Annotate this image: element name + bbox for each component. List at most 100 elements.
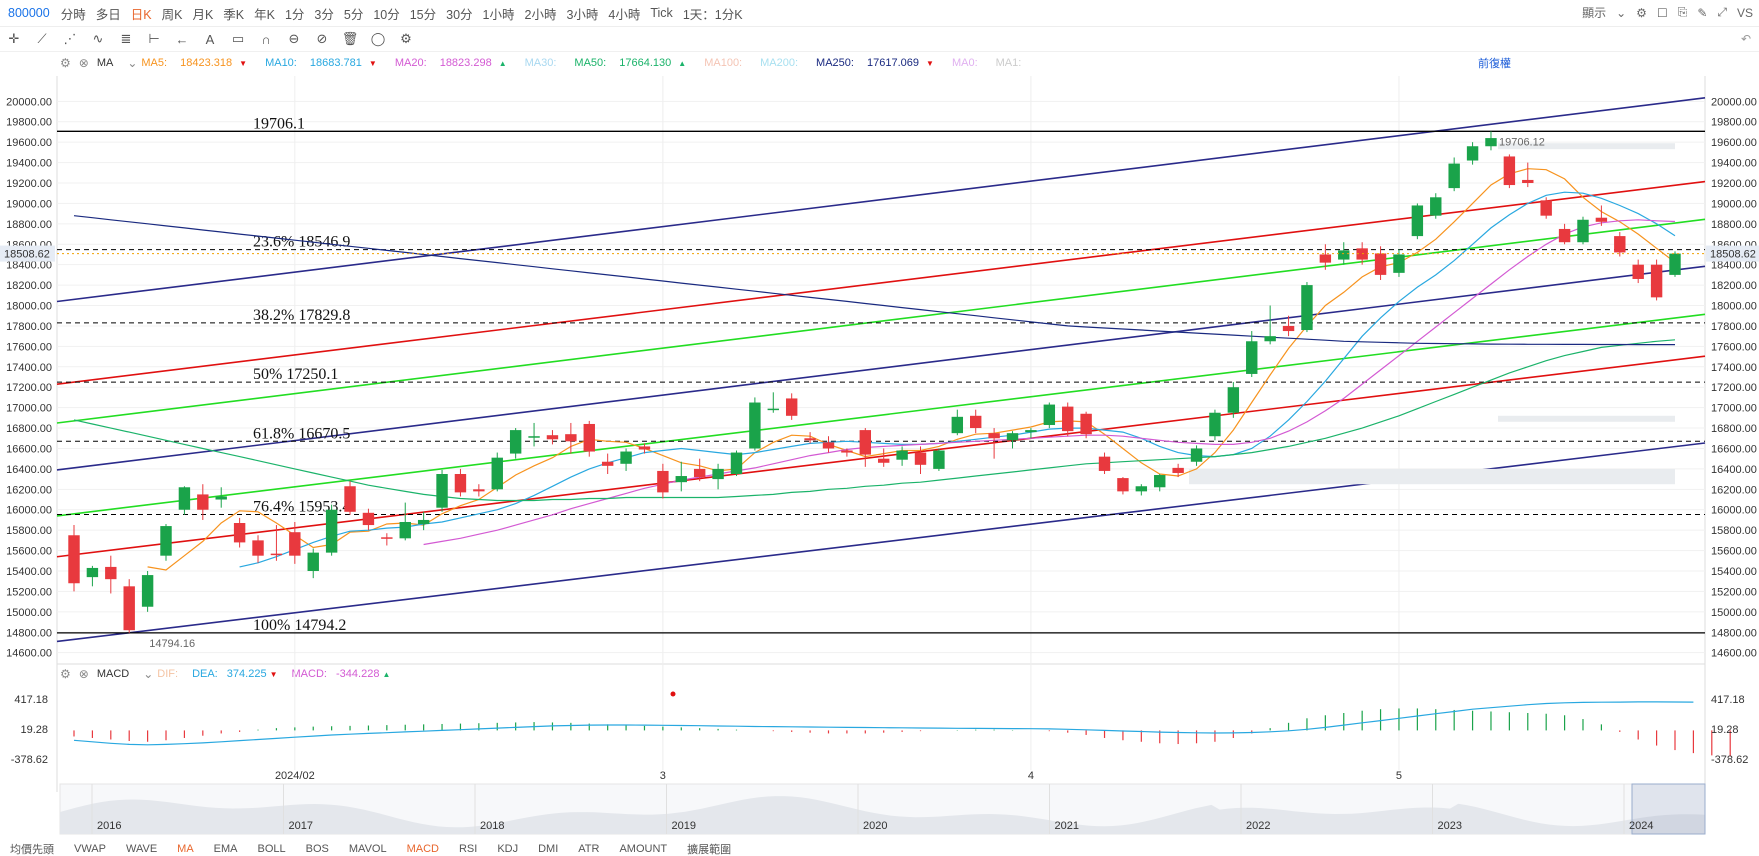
symbol-code[interactable]: 800000 (8, 6, 50, 20)
timeframe-14[interactable]: 2小時 (524, 7, 557, 22)
close-icon[interactable]: ⊗ (78, 56, 89, 70)
chevron-down-icon[interactable]: ⌄ (143, 667, 154, 681)
indicator-tab-12[interactable]: ATR (578, 843, 600, 855)
timeframe-15[interactable]: 3小時 (566, 7, 599, 22)
candle-body (1430, 197, 1442, 216)
ma-legend-item[interactable]: MA50: 17664.130 ▲ (574, 57, 690, 69)
candle-body (1154, 475, 1166, 488)
indicator-tab-5[interactable]: BOLL (257, 843, 286, 855)
ma-legend-item[interactable]: MA10: 18683.781 ▼ (265, 57, 381, 69)
timeframe-2[interactable]: 日K (130, 7, 152, 22)
candle-body (1227, 387, 1240, 413)
indicator-tab-7[interactable]: MAVOL (348, 843, 387, 855)
timeframe-0[interactable]: 分時 (60, 7, 86, 22)
macd-legend-item[interactable]: MACD: -344.228 ▲ (292, 668, 391, 680)
multi-line-icon[interactable]: ⋰ (63, 31, 77, 46)
indicator-tabs: 均價先頭 VWAP WAVE MA EMA BOLL BOS MAVOL MACD RSI KDJ D… (0, 842, 1759, 856)
timeframe-7[interactable]: 1分 (284, 7, 305, 22)
settings-icon[interactable]: ⚙ (60, 667, 71, 681)
ma-legend-item[interactable]: MA30: (525, 57, 561, 69)
comment-tool-icon[interactable]: ▭ (231, 31, 245, 46)
fullscreen-icon[interactable]: ⤢ (1717, 5, 1727, 19)
y-tick-label-left: 15800.00 (6, 525, 52, 537)
candle-body (307, 552, 319, 571)
settings-icon[interactable]: ⚙ (1636, 5, 1647, 20)
ma-legend-item[interactable]: MA20: 18823.298 ▲ (395, 57, 511, 69)
channel-tool-icon[interactable]: ≣ (120, 31, 132, 46)
timeframe-4[interactable]: 月K (192, 7, 214, 22)
measure-tool-icon[interactable]: ⊢ (148, 31, 160, 46)
timeframe-18[interactable]: 1天：1分K (682, 7, 743, 22)
adjust-mode-label[interactable]: 前復權 (1478, 58, 1511, 70)
compare-label[interactable]: VS (1736, 5, 1753, 20)
ma-legend-items: MA5: 18423.318 ▼ MA10: 18683.781 ▼ MA20: 188… (141, 57, 1039, 69)
pen-icon[interactable]: ✎ (1697, 5, 1708, 20)
display-menu[interactable]: 顯示 (1582, 6, 1607, 20)
timeframe-17[interactable]: Tick (650, 6, 673, 20)
arrow-tool-icon[interactable]: ← (175, 31, 189, 47)
ma-legend-item[interactable]: MA1: (996, 57, 1026, 69)
ma-legend-label: MA20: (394, 57, 427, 69)
macd-indicator-name[interactable]: MACD (96, 668, 130, 680)
indicator-tab-8[interactable]: MACD (406, 843, 439, 855)
chevron-down-icon[interactable]: ⌄ (127, 56, 138, 70)
fib-label: 100% 14794.2 (253, 617, 346, 634)
timeframe-10[interactable]: 10分 (373, 7, 400, 22)
ma-indicator-name[interactable]: MA (96, 57, 114, 69)
timeframe-3[interactable]: 周K (161, 7, 183, 22)
visibility-icon[interactable]: ◯ (370, 31, 386, 46)
timeframe-6[interactable]: 年K (254, 7, 275, 22)
chevron-down-icon[interactable]: ⌄ (1616, 5, 1627, 20)
indicator-tab-9[interactable]: RSI (458, 843, 478, 855)
macd-y-label-left: 417.18 (14, 694, 48, 706)
camera-icon[interactable]: ⎘ (1677, 5, 1688, 19)
candle-body (1614, 236, 1626, 253)
lock-icon[interactable]: ⊖ (288, 31, 300, 46)
ma-legend-item[interactable]: MA100: (704, 57, 746, 69)
ma-legend-item[interactable]: MA0: (952, 57, 982, 69)
trash-icon[interactable]: 🗑 (341, 31, 359, 46)
layout-icon[interactable]: ☐ (1656, 5, 1668, 20)
macd-legend-item[interactable]: DEA: 374.225 ▼ (192, 668, 277, 680)
timeframe-12[interactable]: 30分 (446, 7, 473, 22)
ma-legend-item[interactable]: MA200: (760, 57, 802, 69)
ma-legend-item[interactable]: MA5: 18423.318 ▼ (141, 57, 251, 69)
indicator-tab-11[interactable]: DMI (538, 843, 559, 855)
timeframe-9[interactable]: 5分 (343, 7, 364, 22)
indicator-tab-2[interactable]: WAVE (126, 843, 158, 855)
wave-tool-icon[interactable]: ∿ (92, 31, 104, 46)
settings-icon[interactable]: ⚙ (60, 56, 71, 70)
macd-legend-item[interactable]: DIF: (157, 668, 178, 680)
candle-body (785, 398, 798, 416)
crosshair-icon[interactable]: ✛ (8, 31, 20, 46)
indicator-tab-1[interactable]: VWAP (74, 843, 106, 855)
y-tick-label-right: 18000.00 (1711, 301, 1757, 313)
indicator-tab-3[interactable]: MA (177, 843, 194, 855)
timeframe-5[interactable]: 季K (223, 7, 245, 22)
close-icon[interactable]: ⊗ (78, 667, 89, 681)
undo-icon[interactable]: ↶ (1740, 32, 1751, 46)
magnet-icon[interactable]: ∩ (261, 31, 271, 47)
timeframe-16[interactable]: 4小時 (608, 7, 641, 22)
indicator-tab-4[interactable]: EMA (213, 843, 238, 855)
hide-icon[interactable]: ⊘ (316, 31, 328, 46)
timeframe-11[interactable]: 15分 (409, 7, 437, 22)
indicator-tab-0[interactable]: 均價先頭 (10, 844, 54, 856)
drawing-settings-icon[interactable]: ⚙ (400, 31, 412, 46)
y-tick-label-right: 18800.00 (1711, 219, 1757, 231)
timeframe-13[interactable]: 1小時 (482, 7, 515, 22)
ma-legend-arrow: ▲ (678, 59, 687, 68)
indicator-tab-6[interactable]: BOS (305, 843, 329, 855)
timeframe-8[interactable]: 3分 (314, 7, 334, 22)
candle-body (289, 532, 301, 556)
ma-legend-item[interactable]: MA250: 17617.069 ▼ (816, 57, 938, 69)
candle-body (970, 415, 982, 429)
indicator-tab-14[interactable]: 擴展範圍 (687, 844, 732, 856)
indicator-tab-10[interactable]: KDJ (497, 843, 519, 855)
trend-line-icon[interactable]: ⟋ (37, 31, 47, 46)
timeframe-1[interactable]: 多日 (95, 7, 121, 22)
indicator-tab-13[interactable]: AMOUNT (619, 843, 668, 855)
y-tick-label-right: 19800.00 (1711, 117, 1757, 129)
text-tool-icon[interactable]: A (205, 31, 215, 47)
